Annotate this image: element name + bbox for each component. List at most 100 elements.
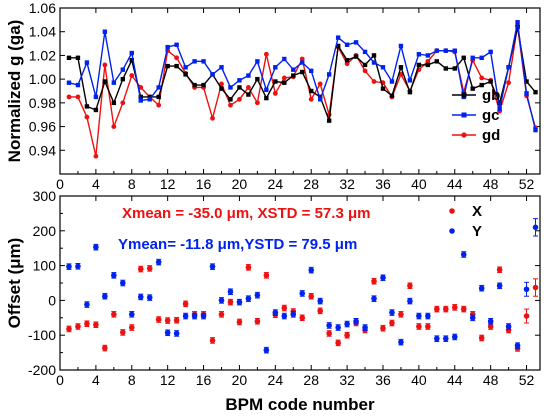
data-point-gc [210, 72, 215, 77]
top-y-axis-label: Normalized g (ga) [5, 20, 24, 163]
top-x-tick-label: 40 [411, 176, 427, 192]
data-point-Y [326, 322, 332, 329]
bottom-x-tick-label: 0 [56, 372, 64, 388]
data-point-gb [353, 54, 359, 59]
data-point-Y [182, 313, 189, 319]
top-y-axis: 0.94 0.96 0.98 1.00 1.02 1.04 1.06 [29, 0, 540, 158]
data-point-gb [255, 76, 260, 82]
data-point-gd [263, 51, 269, 57]
data-point-gb [156, 94, 161, 100]
data-point-gc [111, 80, 117, 85]
data-point-gb [416, 62, 422, 68]
data-point-gb [317, 94, 323, 100]
data-point-Y [66, 263, 72, 270]
data-point-X [93, 321, 99, 328]
data-point-gc [120, 67, 126, 72]
data-point-Y [335, 324, 341, 331]
data-point-Y [272, 309, 279, 316]
data-point-gc [102, 29, 108, 34]
top-x-tick-label: 4 [92, 176, 100, 192]
data-point-Y [460, 251, 467, 258]
data-point-Y [191, 313, 198, 319]
top-y-tick-label: 0.96 [29, 119, 56, 135]
data-point-X [164, 317, 171, 324]
data-point-gc [515, 20, 520, 25]
data-point-gb [497, 100, 502, 106]
data-point-gb [335, 43, 341, 49]
data-point-gd [254, 100, 260, 106]
bottom-x-tick-label: 16 [196, 372, 212, 388]
top-plot-frame [59, 7, 541, 175]
bottom-x-tick-label: 24 [268, 372, 284, 388]
data-point-gc [389, 79, 395, 84]
data-point-gc [66, 80, 72, 85]
data-point-gc [326, 72, 332, 77]
bottom-x-tick-label: 36 [375, 372, 391, 388]
top-y-tick-label: 0.94 [29, 142, 56, 158]
top-x-tick-label: 52 [519, 176, 535, 192]
data-point-X [335, 340, 341, 346]
data-point-Y [111, 272, 117, 279]
data-point-gd [102, 62, 108, 68]
data-point-X [75, 323, 81, 330]
data-point-Y [209, 263, 216, 270]
data-point-gd [299, 56, 305, 62]
data-point-Y [353, 318, 359, 325]
data-point-gd [317, 81, 323, 87]
bottom-x-tick-label: 40 [411, 372, 427, 388]
data-point-gb [66, 55, 72, 60]
data-point-X [236, 319, 243, 325]
data-point-Y [137, 294, 144, 300]
data-point-gd [246, 85, 251, 90]
data-point-Y [245, 295, 252, 302]
data-point-gd [479, 75, 485, 81]
data-point-gb [282, 80, 287, 85]
data-point-X [416, 323, 422, 330]
data-point-X [523, 313, 530, 319]
data-point-X [155, 316, 162, 323]
data-point-gc [201, 59, 206, 64]
data-point-gc [84, 60, 90, 65]
data-point-gc [398, 43, 404, 49]
data-point-Y [281, 313, 288, 319]
data-point-gc [362, 49, 368, 55]
data-point-gc [129, 50, 134, 56]
data-point-gc [291, 67, 296, 72]
data-point-gb [425, 62, 431, 68]
data-point-gc [416, 52, 422, 57]
data-point-X [487, 323, 494, 330]
data-point-gd [362, 68, 368, 74]
data-point-gc [533, 127, 538, 133]
data-point-gc [174, 42, 179, 47]
bottom-y-tick-label: 100 [33, 258, 57, 274]
data-point-gd [237, 96, 242, 102]
top-x-tick-label: 8 [128, 176, 136, 192]
top-x-tick-label: 0 [56, 176, 64, 192]
bottom-y-tick-label: -100 [28, 327, 56, 343]
data-point-Y [308, 267, 315, 273]
bottom-x-tick-label: 4 [92, 372, 100, 388]
data-point-X [102, 345, 108, 351]
bottom-series-group [66, 218, 539, 354]
data-point-gb [84, 104, 90, 109]
data-point-Y [487, 318, 494, 325]
data-point-X [128, 324, 135, 331]
data-point-gd [66, 94, 72, 100]
data-point-gb [434, 59, 440, 64]
data-point-gb [344, 57, 350, 63]
data-point-Y [218, 297, 225, 304]
data-point-X [442, 306, 449, 312]
data-point-gd [156, 102, 162, 108]
data-point-Y [155, 259, 162, 265]
data-point-gc [228, 85, 233, 90]
bottom-y-axis: -200 -100 0 100 200 300 [28, 188, 540, 378]
data-point-gb [524, 79, 529, 84]
data-point-Y [514, 342, 521, 349]
legend-label-gb: gb [482, 87, 500, 104]
data-point-gc [237, 78, 242, 83]
data-point-gc [371, 60, 377, 65]
data-point-gb [380, 86, 386, 91]
data-point-gd [93, 153, 99, 159]
